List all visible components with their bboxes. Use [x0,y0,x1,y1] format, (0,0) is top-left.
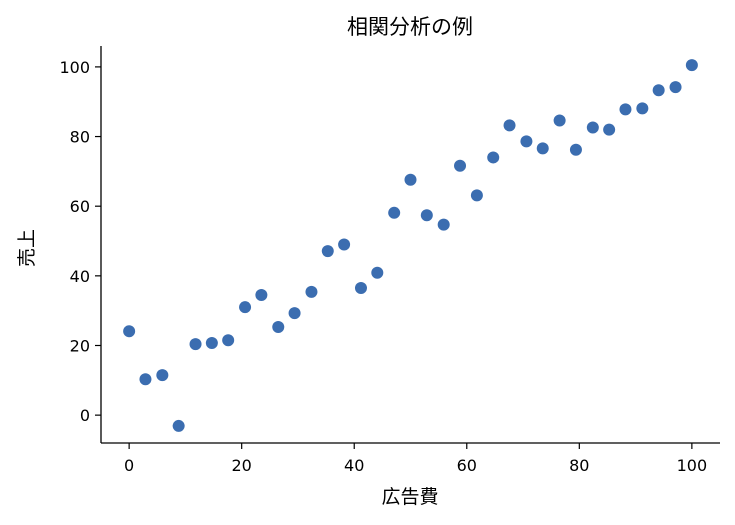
y-tick-label: 20 [70,336,90,355]
data-point [272,321,285,334]
data-point [669,81,682,94]
x-tick-label: 80 [569,456,589,475]
data-point [371,266,384,279]
y-axis-title: 売上 [16,229,38,267]
data-point [487,151,500,164]
ticks: 0 20 40 60 80 100 0 20 40 60 80 100 [59,58,707,475]
data-point [437,218,450,231]
data-point [619,103,632,116]
data-point [569,143,582,156]
x-tick-label: 60 [457,456,477,475]
data-point [404,173,417,186]
data-point [288,307,301,320]
data-point [172,419,185,432]
data-point [603,123,616,136]
data-point [553,114,566,127]
data-point [354,282,367,295]
data-point [139,373,152,386]
y-tick-label: 80 [70,128,90,147]
data-point [685,59,698,72]
y-tick-label: 0 [80,406,90,425]
y-tick-label: 60 [70,197,90,216]
data-point [470,189,483,202]
y-tick-label: 100 [59,58,90,77]
data-point [652,84,665,97]
data-point [222,334,235,347]
data-point [305,285,318,298]
data-point [189,338,202,351]
data-point [454,159,467,172]
data-point [420,209,433,222]
data-point [338,238,351,251]
y-tick-label: 40 [70,267,90,286]
x-tick-label: 0 [124,456,134,475]
data-point [503,119,516,132]
data-point [156,369,169,382]
data-point [255,288,268,301]
data-point [321,245,334,258]
chart-title: 相関分析の例 [347,15,473,39]
data-point [536,142,549,155]
axes [100,46,720,444]
x-tick-label: 100 [677,456,708,475]
data-point [520,135,533,148]
data-point [205,337,218,350]
data-point [239,301,252,314]
data-points [123,59,698,432]
data-point [123,325,136,338]
x-axis-title: 広告費 [381,486,438,508]
x-tick-label: 40 [344,456,364,475]
x-tick-label: 20 [232,456,252,475]
data-point [586,121,599,134]
data-point [388,206,401,219]
data-point [636,102,649,115]
